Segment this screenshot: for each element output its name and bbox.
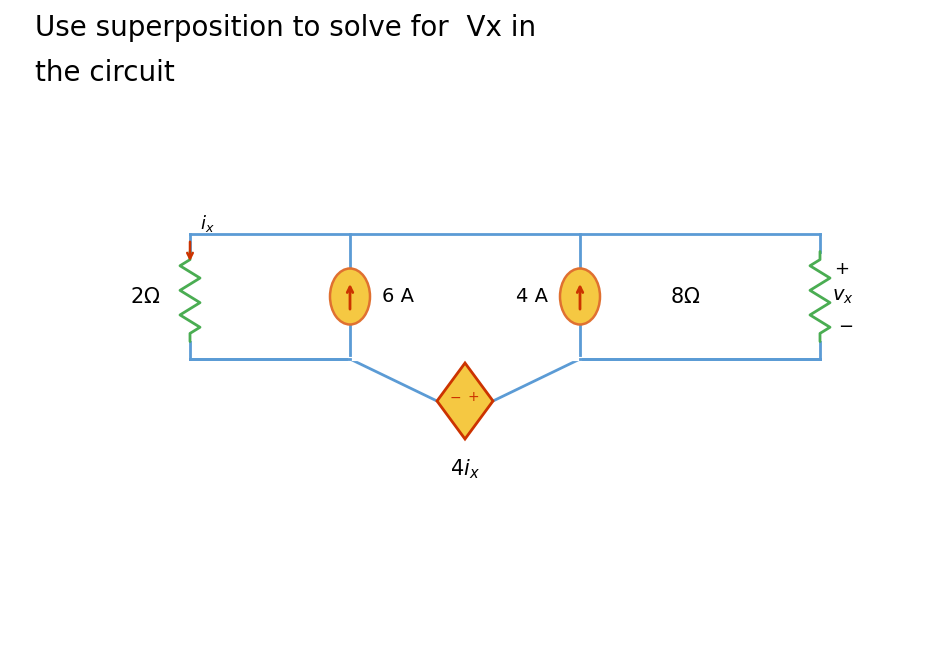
Text: $2\Omega$: $2\Omega$ (130, 286, 160, 306)
Text: $i_x$: $i_x$ (199, 213, 214, 234)
Text: the circuit: the circuit (35, 59, 174, 87)
Text: $-$: $-$ (448, 390, 461, 404)
Text: $v_x$: $v_x$ (831, 287, 853, 306)
Text: 6 A: 6 A (382, 287, 414, 306)
Text: $+$: $+$ (833, 260, 848, 278)
Ellipse shape (560, 268, 599, 324)
Ellipse shape (329, 268, 370, 324)
Text: $-$: $-$ (837, 316, 853, 334)
Text: $+$: $+$ (466, 390, 478, 404)
Text: Use superposition to solve for  Vx in: Use superposition to solve for Vx in (35, 14, 535, 42)
Polygon shape (436, 363, 492, 439)
Text: 4 A: 4 A (516, 287, 548, 306)
Text: $8\Omega$: $8\Omega$ (669, 286, 699, 306)
Text: $4i_x$: $4i_x$ (449, 457, 479, 480)
